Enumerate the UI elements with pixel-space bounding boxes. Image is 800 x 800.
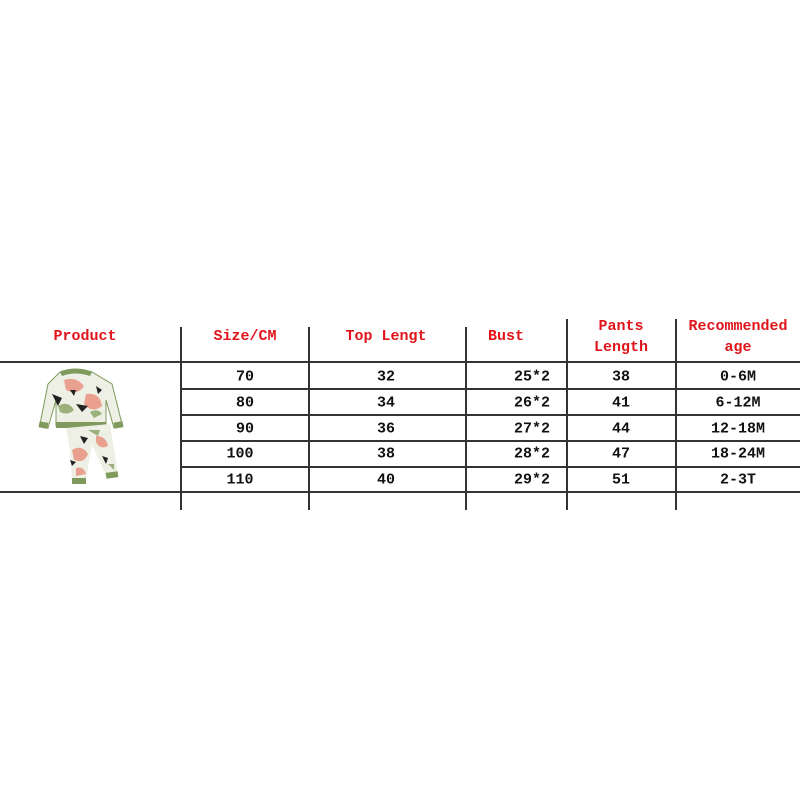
header-pants-length-line1: Pants <box>598 318 644 335</box>
cell-pants-length: 44 <box>611 420 631 438</box>
cell-top-length: 38 <box>376 445 396 463</box>
cell-size: 90 <box>235 420 255 438</box>
product-image <box>38 368 124 484</box>
cell-age: 6-12M <box>715 394 761 412</box>
cell-pants-length: 51 <box>611 471 631 489</box>
header-size: Size/CM <box>213 328 277 345</box>
sweatshirt-shape <box>38 368 124 429</box>
row-divider <box>181 414 800 416</box>
column-divider <box>465 327 467 510</box>
row-divider <box>181 440 800 442</box>
cell-top-length: 32 <box>376 368 396 386</box>
cell-bust: 27*2 <box>513 420 551 438</box>
header-product: Product <box>53 328 117 345</box>
cell-top-length: 36 <box>376 420 396 438</box>
cell-bust: 26*2 <box>513 394 551 412</box>
cell-age: 0-6M <box>719 368 757 386</box>
header-bust: Bust <box>487 328 525 345</box>
cell-age: 18-24M <box>710 445 766 463</box>
cell-age: 2-3T <box>719 471 757 489</box>
cell-pants-length: 38 <box>611 368 631 386</box>
cell-pants-length: 41 <box>611 394 631 412</box>
cell-size: 80 <box>235 394 255 412</box>
cell-top-length: 40 <box>376 471 396 489</box>
column-divider <box>566 319 568 510</box>
column-divider <box>180 327 182 510</box>
pants-shape <box>66 424 119 484</box>
cell-bust: 29*2 <box>513 471 551 489</box>
cell-top-length: 34 <box>376 394 396 412</box>
column-divider <box>308 327 310 510</box>
column-divider <box>675 319 677 510</box>
row-divider <box>181 388 800 390</box>
row-divider <box>181 466 800 468</box>
cell-age: 12-18M <box>710 420 766 438</box>
header-divider <box>0 361 800 363</box>
header-pants-length-line2: Length <box>593 339 649 356</box>
cell-pants-length: 47 <box>611 445 631 463</box>
table-bottom-line <box>0 491 800 493</box>
cell-size: 100 <box>226 445 254 463</box>
header-age-line1: Recommended <box>688 318 788 335</box>
cell-bust: 25*2 <box>513 368 551 386</box>
cell-size: 70 <box>235 368 255 386</box>
cell-bust: 28*2 <box>513 445 551 463</box>
header-top-length: Top Lengt <box>345 328 427 345</box>
cell-size: 110 <box>226 471 254 489</box>
header-age-line2: age <box>724 339 752 356</box>
